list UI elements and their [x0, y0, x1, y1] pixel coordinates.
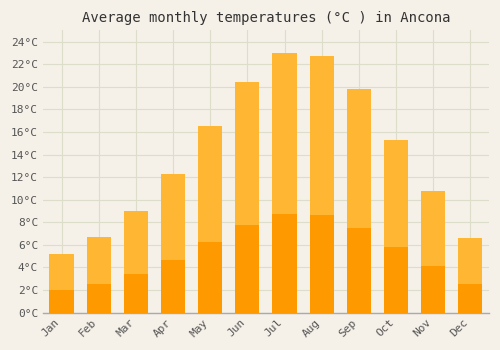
- Bar: [50, 254, 74, 313]
- Bar: [272, 53, 296, 313]
- Bar: [124, 274, 148, 313]
- Bar: [198, 242, 222, 313]
- Bar: [458, 238, 482, 313]
- Bar: [86, 237, 111, 313]
- Bar: [384, 247, 408, 313]
- Bar: [198, 126, 222, 313]
- Bar: [236, 225, 260, 313]
- Title: Average monthly temperatures (°C ) in Ancona: Average monthly temperatures (°C ) in An…: [82, 11, 450, 25]
- Bar: [272, 214, 296, 313]
- Bar: [421, 266, 445, 313]
- Bar: [310, 215, 334, 313]
- Bar: [161, 174, 185, 313]
- Bar: [347, 89, 371, 313]
- Bar: [124, 211, 148, 313]
- Bar: [421, 191, 445, 313]
- Bar: [86, 284, 111, 313]
- Bar: [236, 82, 260, 313]
- Bar: [310, 56, 334, 313]
- Bar: [347, 228, 371, 313]
- Bar: [161, 260, 185, 313]
- Bar: [458, 284, 482, 313]
- Bar: [50, 290, 74, 313]
- Bar: [384, 140, 408, 313]
